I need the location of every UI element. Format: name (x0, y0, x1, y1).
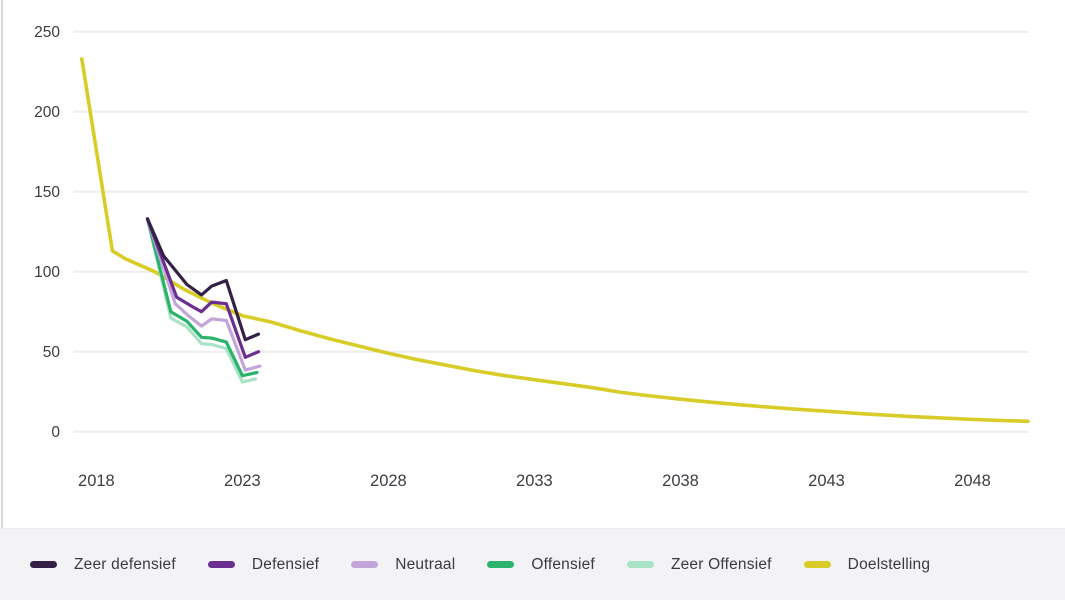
series-line-zeer-defensief (145, 217, 261, 342)
y-axis-tick-label: 50 (43, 344, 61, 361)
zeer-offensief-swatch-icon (626, 561, 654, 568)
legend-label: Defensief (251, 555, 320, 573)
legend-item-zeer-defensief[interactable]: Zeer defensief (30, 556, 176, 574)
x-axis-tick-label: 2023 (224, 472, 261, 490)
doelstelling-swatch-icon (803, 561, 831, 568)
legend-item-neutraal[interactable]: Neutraal (351, 556, 455, 574)
defensief-swatch-icon (207, 561, 235, 568)
y-axis-tick-label: 200 (34, 104, 60, 121)
y-axis-tick-label: 0 (51, 424, 60, 441)
series-line-neutraal (145, 217, 262, 372)
x-axis-tick-label: 2048 (954, 472, 991, 490)
y-axis-tick-label: 100 (34, 264, 60, 281)
legend-label: Zeer Offensief (670, 555, 772, 573)
legend-label: Zeer defensief (74, 555, 176, 573)
x-axis-tick-label: 2038 (662, 472, 699, 490)
series-line-defensief (145, 217, 261, 359)
series-line-offensief (145, 217, 259, 378)
neutraal-swatch-icon (351, 561, 379, 568)
offensief-swatch-icon (487, 561, 515, 568)
zeer-defensief-swatch-icon (30, 561, 57, 568)
legend-item-offensief[interactable]: Offensief (487, 556, 595, 574)
legend-item-doelstelling[interactable]: Doelstelling (803, 555, 931, 574)
legend-item-zeer-offensief[interactable]: Zeer Offensief (626, 555, 772, 574)
x-axis-tick-label: 2033 (516, 472, 553, 490)
page-left-edge-line (1, 0, 3, 528)
x-axis-tick-label: 2043 (808, 472, 845, 490)
portfolio-projection-line-chart: 0 50 100 150 200 250 2018 2023 2028 2033 2038 2043 2… (34, 24, 1030, 490)
legend-item-defensief[interactable]: Defensief (207, 555, 320, 574)
x-axis-tick-label: 2018 (78, 472, 115, 490)
legend-label: Doelstelling (847, 555, 931, 573)
series-line-zeer-offensief (145, 217, 258, 384)
y-axis-tick-label: 150 (34, 184, 60, 201)
legend-label: Offensief (531, 555, 595, 573)
legend-label: Neutraal (395, 555, 456, 573)
x-axis-tick-label: 2028 (370, 472, 407, 490)
series-line-doelstelling (80, 57, 1030, 424)
chart-legend: Zeer defensief Defensief Neutraal Offens… (0, 528, 1065, 600)
line-chart-region: 0 50 100 150 200 250 2018 2023 2028 2033 2038 2043 2… (1, 0, 1030, 528)
y-axis-tick-label: 250 (34, 24, 60, 41)
